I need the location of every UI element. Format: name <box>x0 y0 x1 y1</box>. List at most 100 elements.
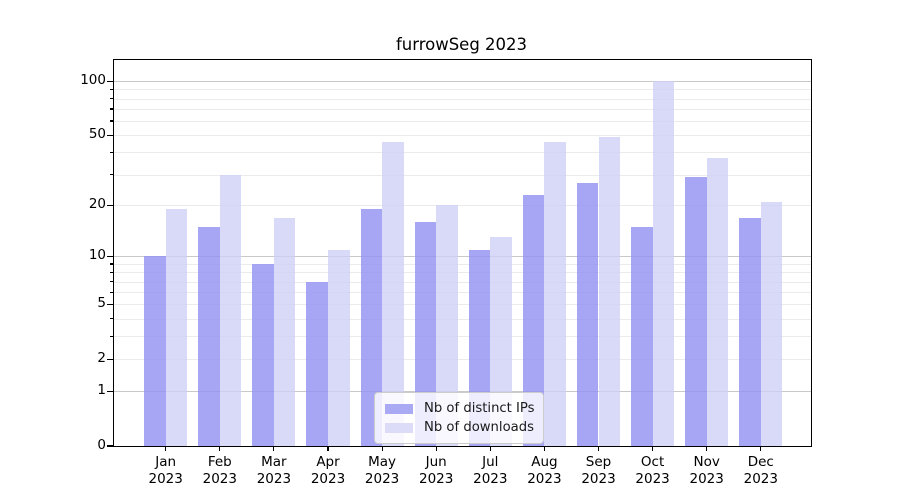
legend: Nb of distinct IPs Nb of downloads <box>374 392 544 444</box>
gridline-20 <box>114 205 811 207</box>
y-tick-label-100: 100 <box>80 72 106 89</box>
y-tick-label-10: 10 <box>88 247 106 264</box>
y-tick-50 <box>107 134 113 136</box>
bar-distinct-ips-dec <box>739 217 761 446</box>
x-tick-label-sep: Sep 2023 <box>581 454 616 487</box>
gridline-2 <box>114 359 811 361</box>
bar-downloads-jun <box>436 205 458 446</box>
y-tick-100 <box>107 80 113 82</box>
gridline-30 <box>114 174 811 176</box>
y-tick-label-50: 50 <box>88 126 106 143</box>
y-tick-minor-30 <box>109 173 113 176</box>
y-tick-label-0: 0 <box>97 437 106 453</box>
bar-distinct-ips-aug <box>522 194 545 446</box>
y-tick-minor-7 <box>109 281 113 283</box>
bar-downloads-aug <box>544 141 566 446</box>
y-tick-label-20: 20 <box>88 196 106 213</box>
y-tick-minor-80 <box>109 98 113 100</box>
y-tick-minor-9 <box>109 263 113 265</box>
x-tick-label-apr: Apr 2023 <box>310 454 346 487</box>
bar-downloads-mar <box>273 217 296 446</box>
bar-distinct-ips-may <box>360 209 383 446</box>
y-tick-minor-40 <box>109 151 113 154</box>
legend-swatch-distinct-ips <box>385 403 413 414</box>
y-tick-0 <box>107 445 113 447</box>
gridline-9 <box>114 264 811 265</box>
bar-distinct-ips-sep <box>576 182 599 446</box>
gridline-70 <box>114 109 811 111</box>
bar-downloads-apr <box>328 249 350 446</box>
gridline-5 <box>114 304 811 306</box>
gridline-100 <box>114 81 811 83</box>
x-tick-label-aug: Aug 2023 <box>527 454 562 487</box>
x-tick-may <box>381 446 383 451</box>
gridline-3 <box>114 336 811 338</box>
bar-distinct-ips-mar <box>252 264 274 446</box>
y-tick-minor-90 <box>109 88 113 91</box>
gridline-80 <box>114 98 811 100</box>
bar-distinct-ips-nov <box>685 177 707 446</box>
bar-downloads-nov <box>706 158 729 446</box>
legend-label-downloads: Nb of downloads <box>424 420 534 435</box>
bar-downloads-sep <box>598 136 621 446</box>
gridline-10 <box>114 256 811 258</box>
x-tick-label-jul: Jul 2023 <box>473 454 508 487</box>
chart-title: furrowSeg 2023 <box>395 35 528 54</box>
bar-downloads-may <box>382 141 404 446</box>
legend-item-downloads: Nb of downloads <box>385 418 543 437</box>
gridline-7 <box>114 281 811 283</box>
x-tick-jun <box>435 446 437 451</box>
bar-downloads-oct <box>652 81 675 446</box>
gridline-60 <box>114 121 811 123</box>
x-tick-aug <box>543 446 545 451</box>
x-tick-label-feb: Feb 2023 <box>202 454 237 487</box>
x-tick-feb <box>219 446 221 451</box>
legend-item-distinct-ips: Nb of distinct IPs <box>385 399 543 418</box>
gridline-90 <box>114 89 811 91</box>
y-tick-1 <box>107 390 113 392</box>
bar-distinct-ips-jan <box>144 256 166 446</box>
x-tick-mar <box>273 446 275 451</box>
gridline-40 <box>114 152 811 154</box>
x-tick-sep <box>597 446 600 451</box>
y-tick-minor-70 <box>109 108 113 110</box>
x-tick-jan <box>165 446 167 451</box>
y-tick-10 <box>107 255 113 258</box>
bar-distinct-ips-oct <box>631 226 653 446</box>
x-tick-oct <box>652 446 654 451</box>
gridline-4 <box>114 318 811 320</box>
y-tick-label-5: 5 <box>97 295 106 312</box>
y-tick-label-1: 1 <box>97 382 106 399</box>
y-tick-minor-4 <box>109 318 113 320</box>
y-tick-20 <box>107 204 113 206</box>
x-tick-jul <box>489 446 491 451</box>
bar-distinct-ips-apr <box>306 281 328 446</box>
gridline-50 <box>114 135 811 137</box>
x-tick-label-oct: Oct 2023 <box>635 454 670 487</box>
legend-label-distinct-ips: Nb of distinct IPs <box>424 401 535 416</box>
bar-distinct-ips-feb <box>198 226 220 446</box>
y-tick-minor-3 <box>109 335 113 337</box>
x-tick-label-jan: Jan 2023 <box>148 454 183 487</box>
gridline-6 <box>114 292 811 294</box>
bar-distinct-ips-jun <box>414 222 437 446</box>
x-tick-label-may: May 2023 <box>364 454 400 487</box>
x-tick-dec <box>760 446 762 451</box>
x-tick-label-mar: Mar 2023 <box>256 454 292 487</box>
bar-downloads-jan <box>165 209 188 446</box>
y-tick-label-2: 2 <box>97 350 106 367</box>
y-tick-minor-60 <box>109 120 113 122</box>
y-tick-2 <box>107 358 113 360</box>
gridline-8 <box>114 272 811 274</box>
x-tick-label-dec: Dec 2023 <box>743 454 778 487</box>
plot-area: 0 1 2 5 10 20 50 100 Jan 2023 Feb 2023 Mar 2023 Apr 202… <box>80 59 812 487</box>
legend-swatch-downloads <box>385 422 413 433</box>
y-tick-minor-8 <box>109 271 113 273</box>
bar-downloads-dec <box>760 201 783 446</box>
y-tick-minor-6 <box>109 291 113 293</box>
gridline-1 <box>114 391 811 393</box>
y-tick-5 <box>107 303 113 305</box>
x-tick-label-jun: Jun 2023 <box>419 454 454 487</box>
x-tick-label-nov: Nov 2023 <box>689 454 724 487</box>
